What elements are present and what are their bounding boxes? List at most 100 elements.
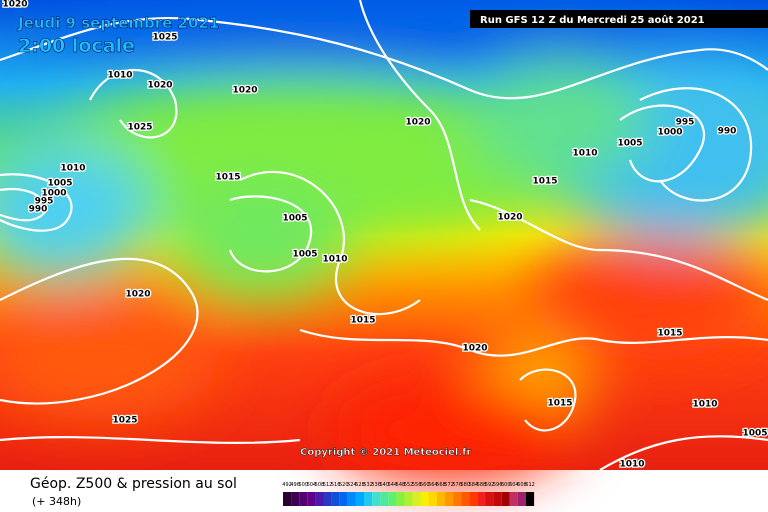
scale-label: 612 [525,482,535,488]
scale-swatch [501,492,510,506]
scale-swatch [412,492,421,506]
scale-swatch [404,492,413,506]
scale-label: 492 [282,482,292,488]
isobar-label: 990 [718,127,737,137]
scale-label: 544 [388,482,398,488]
scale-label: 568 [436,482,446,488]
isobars [0,0,768,470]
scale-label: 580 [460,482,470,488]
isobar-label: 1000 [657,128,682,138]
scale-swatch [477,492,486,506]
scale-swatch [445,492,454,506]
local-time: 2:00 locale [18,35,135,57]
scale-label: 528 [355,482,365,488]
scale-swatch [493,492,502,506]
scale-label: 572 [444,482,454,488]
scale-swatch [372,492,381,506]
scale-swatch [339,492,348,506]
isobar-label: 1020 [405,118,430,128]
isobar-label: 1010 [322,255,347,265]
isobar-label: 1000 [41,189,66,199]
footer-title: Géop. Z500 & pression au sol [30,476,237,492]
isobar-label: 1010 [107,71,132,81]
scale-label: 564 [428,482,438,488]
isobar-label: 1005 [47,179,72,189]
isobar-label: 1005 [282,214,307,224]
scale-swatch [469,492,478,506]
isobar-label: 1020 [462,344,487,354]
isobar-label: 1025 [127,123,152,133]
scale-label: 500 [298,482,308,488]
isobar-label: 1005 [292,250,317,260]
scale-swatch [323,492,332,506]
scale-swatch [509,492,518,506]
scale-label: 592 [485,482,495,488]
scale-swatch [315,492,324,506]
scale-label: 524 [347,482,357,488]
scale-label: 512 [323,482,333,488]
scale-label: 532 [363,482,373,488]
scale-label: 608 [517,482,527,488]
isobar-label: 1020 [2,0,27,10]
scale-swatch [291,492,300,506]
color-scale: 4924965005045085125165205245285325365405… [282,482,535,506]
isobar-labels: 1020 1025 1010 1020 1020 1025 1020 1010 1015 1005… [1,0,768,471]
isobar-label: 1020 [497,213,522,223]
isobar-label: 1015 [215,173,240,183]
scale-swatch [453,492,462,506]
scale-label: 508 [315,482,325,488]
isobar-label: 995 [676,118,695,128]
scale-swatch [420,492,429,506]
run-info: Run GFS 12 Z du Mercredi 25 août 2021 [480,14,705,26]
scale-label: 556 [412,482,422,488]
isobar-label: 1020 [232,86,257,96]
isobar-label: 1010 [619,460,644,470]
scale-swatch [517,492,526,506]
scale-label: 540 [379,482,389,488]
scale-swatch [396,492,405,506]
scale-label: 496 [290,482,300,488]
scale-label: 504 [307,482,317,488]
scale-label: 596 [493,482,503,488]
scale-swatch [283,492,292,506]
isobar-label: 1010 [572,149,597,159]
isobar-label: 1005 [617,139,642,149]
scale-label: 520 [339,482,349,488]
isobar-label: 1025 [152,33,177,43]
scale-swatch [355,492,364,506]
scale-label: 588 [477,482,487,488]
scale-swatch [331,492,340,506]
scale-swatch [347,492,356,506]
scale-swatch [436,492,445,506]
scale-label: 516 [331,482,341,488]
isobar-label: 1015 [657,329,682,339]
isobar-label: 1015 [350,316,375,326]
scale-label: 600 [501,482,511,488]
isobar-label: 1020 [125,290,150,300]
isobar-label: 1015 [532,177,557,187]
copyright: Copyright © 2021 Meteociel.fr [300,447,471,458]
field-blobs [0,0,768,480]
scale-label: 552 [404,482,414,488]
scale-label: 536 [371,482,381,488]
isobar-label: 1015 [547,399,572,409]
isobar-label: 1010 [692,400,717,410]
scale-swatch [388,492,397,506]
scale-label: 576 [452,482,462,488]
scale-swatch [461,492,470,506]
date: Jeudi 9 septembre 2021 [17,14,219,32]
scale-swatch [428,492,437,506]
scale-swatch [307,492,316,506]
isobar-label: 1005 [742,429,767,439]
scale-swatch [299,492,308,506]
scale-label: 584 [469,482,479,488]
scale-swatch [526,492,535,506]
isobar-label: 990 [29,205,48,215]
isobar-label: 995 [35,197,54,207]
footer-lead: (+ 348h) [32,495,81,508]
scale-swatch [364,492,373,506]
scale-swatch [485,492,494,506]
isobar-label: 1020 [147,81,172,91]
